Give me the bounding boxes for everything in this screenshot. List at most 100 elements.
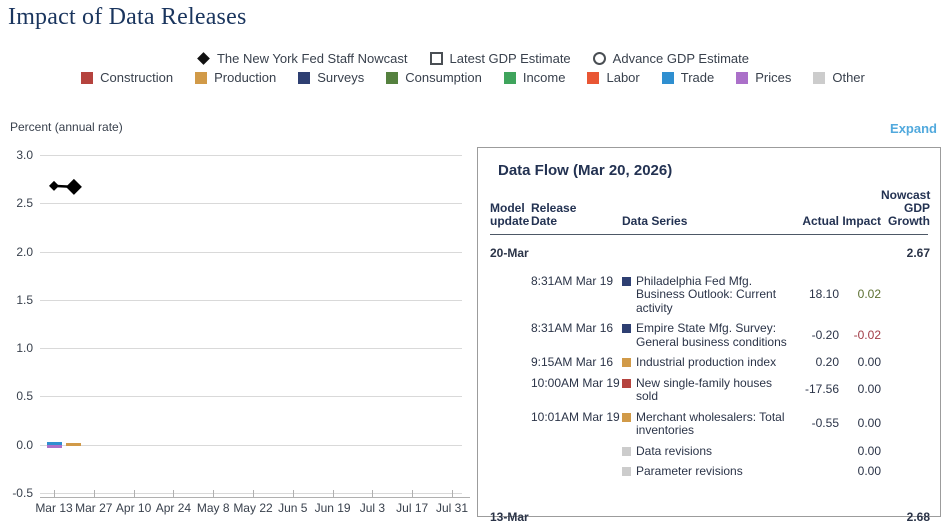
y-axis-tick-label: 2.5: [16, 196, 33, 211]
legend-label: The New York Fed Staff Nowcast: [216, 51, 408, 66]
legend-item-prices[interactable]: Prices: [736, 70, 791, 85]
data-series-cell: Empire State Mfg. Survey: General busine…: [602, 321, 790, 349]
release-date: 8:31AM Mar 19: [531, 273, 614, 288]
nowcast-point[interactable]: [65, 178, 82, 195]
y-gridline: [40, 348, 462, 350]
legend-label: Advance GDP Estimate: [612, 51, 749, 66]
column-header-data-series: Data Series: [622, 214, 688, 228]
data-series-cell: New single-family houses sold: [602, 376, 790, 404]
nowcast-point[interactable]: [49, 180, 59, 191]
data-flow-header-row: Model update Release Date Data Series Ac…: [490, 188, 931, 235]
legend-item-trade[interactable]: Trade: [661, 70, 714, 85]
surveys-swatch-icon: [622, 324, 631, 333]
release-date: 9:15AM Mar 16: [531, 355, 614, 369]
model-update-row: 13-Mar 2.68: [490, 509, 930, 522]
y-axis-tick-label: 0.0: [16, 437, 33, 452]
column-header-nowcast-gdp-growth: Nowcast GDP Growth: [881, 188, 931, 228]
data-series-row: Parameter revisions 0.00: [490, 464, 928, 479]
data-series-name: Philadelphia Fed Mfg. Business Outlook: …: [636, 273, 777, 315]
model-update-label: 20-Mar: [490, 246, 529, 260]
x-axis-tick-label: Jul 3: [359, 501, 386, 515]
data-series-row: 10:00AM Mar 19 New single-family houses s…: [490, 375, 928, 404]
y-axis-tick-label: 0.5: [16, 389, 33, 404]
column-header-impact: Impact: [842, 214, 881, 228]
legend-label: Latest GDP Estimate: [449, 51, 571, 66]
actual-value: 18.10: [808, 287, 839, 301]
x-axis-tick: [93, 490, 95, 497]
model-update-row: 20-Mar 2.67: [490, 246, 930, 261]
legend-label: Surveys: [317, 70, 365, 85]
prices-swatch-icon: [736, 71, 749, 84]
impact-bar-trade[interactable]: [46, 441, 62, 445]
chart-legend: The New York Fed Staff Nowcast Latest GDP…: [0, 49, 946, 87]
legend-label: Consumption: [405, 70, 482, 85]
x-axis-line: [40, 497, 470, 498]
data-series-row: 9:15AM Mar 16 Industrial production index…: [490, 355, 928, 370]
x-axis-tick: [54, 490, 55, 497]
column-header-model-update: Model update: [490, 201, 530, 228]
other-swatch-icon: [622, 446, 631, 456]
x-axis-tick-label: Mar 27: [75, 501, 113, 515]
release-date: 10:01AM Mar 19: [531, 409, 620, 424]
page-title: Impact of Data Releases: [8, 4, 247, 30]
legend-item-advance-gdp-estimate[interactable]: Advance GDP Estimate: [592, 51, 749, 66]
impact-value: 0.00: [857, 382, 881, 397]
x-axis-tick: [253, 490, 254, 497]
impact-bar-production[interactable]: [66, 444, 82, 447]
impact-value: 0.00: [857, 355, 881, 369]
consumption-swatch-icon: [386, 71, 399, 84]
data-series-row: 10:01AM Mar 19 Merchant wholesalers: Tota…: [490, 409, 928, 438]
legend-item-latest-gdp-estimate[interactable]: Latest GDP Estimate: [429, 51, 571, 66]
production-swatch-icon: [195, 71, 208, 84]
legend-item-other[interactable]: Other: [813, 70, 865, 85]
x-axis-tick: [412, 490, 414, 497]
legend-item-consumption[interactable]: Consumption: [386, 70, 482, 85]
legend-item-the-new-york-fed-staff-nowcast[interactable]: The New York Fed Staff Nowcast: [197, 51, 408, 66]
release-date: 10:00AM Mar 19: [531, 375, 620, 390]
y-axis-tick-label: 1.5: [16, 292, 33, 307]
actual-value: -0.20: [811, 327, 839, 342]
data-series-name: Parameter revisions: [636, 464, 743, 478]
legend-label: Other: [832, 70, 865, 85]
impact-value: 0.00: [857, 416, 881, 431]
y-gridline: [40, 155, 462, 156]
nowcast-gdp-growth-value: 2.68: [906, 509, 930, 522]
legend-series-row: The New York Fed Staff Nowcast Latest GDP…: [0, 49, 946, 68]
data-series-row: Data revisions 0.00: [490, 443, 928, 459]
expand-link[interactable]: Expand: [890, 121, 937, 136]
legend-item-construction[interactable]: Construction: [81, 70, 173, 85]
data-series-cell: Industrial production index: [602, 355, 790, 370]
y-gridline: [40, 203, 462, 205]
impact-value: 0.00: [857, 443, 881, 458]
data-series-name: Empire State Mfg. Survey: General busine…: [636, 321, 787, 349]
x-axis-tick-label: Mar 13: [35, 501, 73, 515]
legend-item-production[interactable]: Production: [195, 70, 276, 85]
legend-item-surveys[interactable]: Surveys: [298, 70, 364, 85]
x-axis-tick: [213, 490, 215, 497]
other-swatch-icon: [813, 71, 826, 84]
data-series-row: 8:31AM Mar 16 Empire State Mfg. Survey: G…: [490, 321, 928, 349]
legend-label: Labor: [606, 70, 640, 85]
other-swatch-icon: [622, 467, 631, 476]
data-series-cell: Philadelphia Fed Mfg. Business Outlook: …: [602, 273, 790, 316]
legend-item-income[interactable]: Income: [503, 70, 566, 85]
data-flow-title: Data Flow (Mar 20, 2026): [498, 162, 673, 179]
y-gridline: [40, 251, 462, 253]
legend-item-labor[interactable]: Labor: [587, 70, 640, 85]
x-axis-tick: [332, 490, 334, 497]
x-axis-tick: [173, 490, 175, 497]
y-axis-tick-label: 2.0: [16, 244, 33, 259]
legend-label: Income: [522, 70, 566, 85]
data-series-name: Data revisions: [636, 443, 713, 458]
impact-value: 0.02: [857, 287, 881, 301]
release-date: 8:31AM Mar 16: [531, 321, 614, 335]
impact-bar-production[interactable]: [66, 443, 82, 445]
data-series-cell: Data revisions: [602, 443, 790, 459]
column-header-release-date: Release Date: [531, 201, 577, 228]
impact-bar-prices[interactable]: [46, 444, 62, 448]
data-flow-panel: Data Flow (Mar 20, 2026) Model update Re…: [477, 147, 941, 522]
data-series-cell: Merchant wholesalers: Total inventories: [602, 410, 790, 438]
